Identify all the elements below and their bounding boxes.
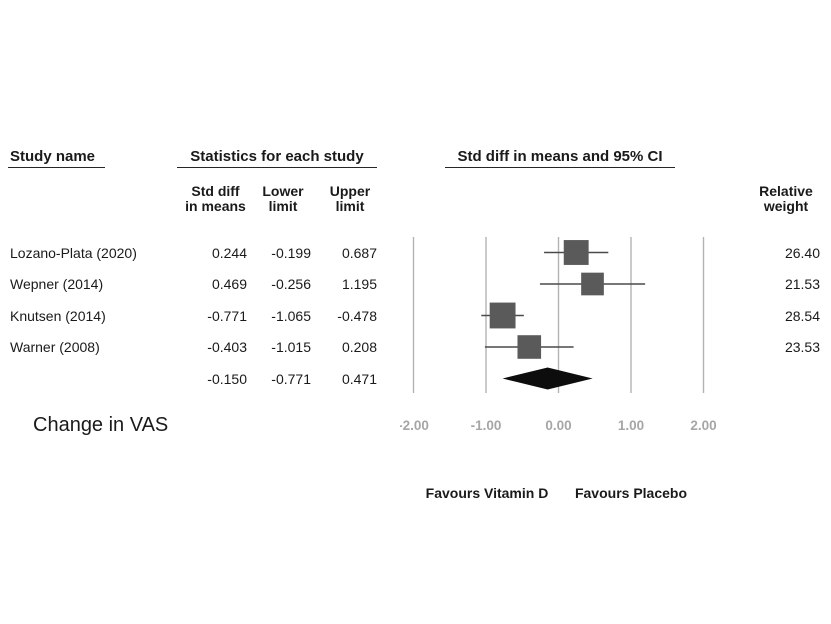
column-header-upper-limit: Upper limit bbox=[318, 184, 382, 214]
statistics-header: Statistics for each study bbox=[177, 148, 377, 168]
lower-limit-cell: -1.015 bbox=[271, 339, 311, 355]
column-header-std-diff: Std diff in means bbox=[183, 184, 248, 214]
column-header-lower-line1: Lower bbox=[262, 183, 304, 199]
relative-weight-cell bbox=[750, 369, 820, 389]
std-diff-value-cell: -0.403 bbox=[207, 339, 247, 355]
lower-limit-cell: -0.199 bbox=[271, 244, 311, 261]
pooled-estimate-diamond bbox=[502, 367, 593, 390]
upper-limit-cell: 0.687 bbox=[341, 244, 377, 261]
favours-left-label: Favours Vitamin D bbox=[425, 485, 549, 501]
study-name-cell: Wepner (2014) bbox=[10, 276, 104, 292]
outcome-label: Change in VAS bbox=[33, 414, 169, 436]
effect-size-square bbox=[563, 240, 589, 265]
lower-limit-cell: -0.256 bbox=[271, 276, 311, 292]
table-row: Knutsen (2014) -0.771 -1.065 -0.478 28.54 bbox=[0, 306, 831, 326]
std-diff-value-cell: 0.469 bbox=[211, 276, 247, 292]
forest-plot-chart: -2.00 -1.00 0.00 1.00 2.00 bbox=[400, 237, 717, 433]
favours-right-label: Favours Placebo bbox=[574, 485, 688, 501]
column-header-weight-line1: Relative bbox=[759, 183, 813, 199]
column-header-std-diff-line1: Std diff bbox=[191, 183, 240, 199]
upper-limit-cell: 0.208 bbox=[341, 339, 377, 355]
table-row: Warner (2008) -0.403 -1.015 0.208 23.53 bbox=[0, 337, 831, 357]
x-axis-tick-label: 1.00 bbox=[618, 418, 644, 433]
column-header-lower-line2: limit bbox=[268, 198, 298, 214]
study-name-cell bbox=[10, 369, 185, 389]
column-header-weight-line2: weight bbox=[763, 198, 809, 214]
lower-limit-cell: -0.771 bbox=[271, 370, 311, 387]
column-header-upper-line1: Upper bbox=[329, 183, 371, 199]
study-name-cell: Knutsen (2014) bbox=[10, 307, 106, 324]
column-header-upper-line2: limit bbox=[335, 198, 365, 214]
relative-weight-cell: 26.40 bbox=[784, 244, 820, 261]
std-diff-value-cell: 0.244 bbox=[211, 244, 247, 261]
study-name-header: Study name bbox=[8, 148, 105, 168]
std-diff-value-cell: -0.150 bbox=[207, 370, 247, 387]
column-header-relative-weight: Relative weight bbox=[747, 184, 825, 214]
std-diff-value-cell: -0.771 bbox=[207, 307, 247, 324]
relative-weight-cell: 28.54 bbox=[784, 307, 820, 324]
effect-size-square bbox=[489, 302, 516, 329]
plot-title-header: Std diff in means and 95% CI bbox=[445, 148, 675, 168]
upper-limit-cell: 0.471 bbox=[341, 370, 377, 387]
lower-limit-cell: -1.065 bbox=[271, 307, 311, 324]
pooled-row: -0.150 -0.771 0.471 bbox=[0, 369, 831, 389]
effect-size-square bbox=[517, 335, 542, 359]
table-row: Lozano-Plata (2020) 0.244 -0.199 0.687 26.40 bbox=[0, 243, 831, 263]
study-name-cell: Lozano-Plata (2020) bbox=[10, 244, 137, 261]
effect-size-square bbox=[581, 272, 604, 296]
study-name-cell: Warner (2008) bbox=[10, 339, 100, 355]
table-row: Wepner (2014) 0.469 -0.256 1.195 21.53 bbox=[0, 274, 831, 294]
relative-weight-cell: 21.53 bbox=[784, 276, 820, 292]
relative-weight-cell: 23.53 bbox=[784, 339, 820, 355]
x-axis-tick-label: 0.00 bbox=[545, 418, 571, 433]
upper-limit-cell: 1.195 bbox=[341, 276, 377, 292]
upper-limit-cell: -0.478 bbox=[337, 307, 377, 324]
column-header-std-diff-line2: in means bbox=[185, 198, 246, 214]
column-header-lower-limit: Lower limit bbox=[251, 184, 315, 214]
x-axis-tick-label: 2.00 bbox=[690, 418, 716, 433]
x-axis-tick-label: -2.00 bbox=[400, 418, 429, 433]
x-axis-tick-label: -1.00 bbox=[471, 418, 502, 433]
